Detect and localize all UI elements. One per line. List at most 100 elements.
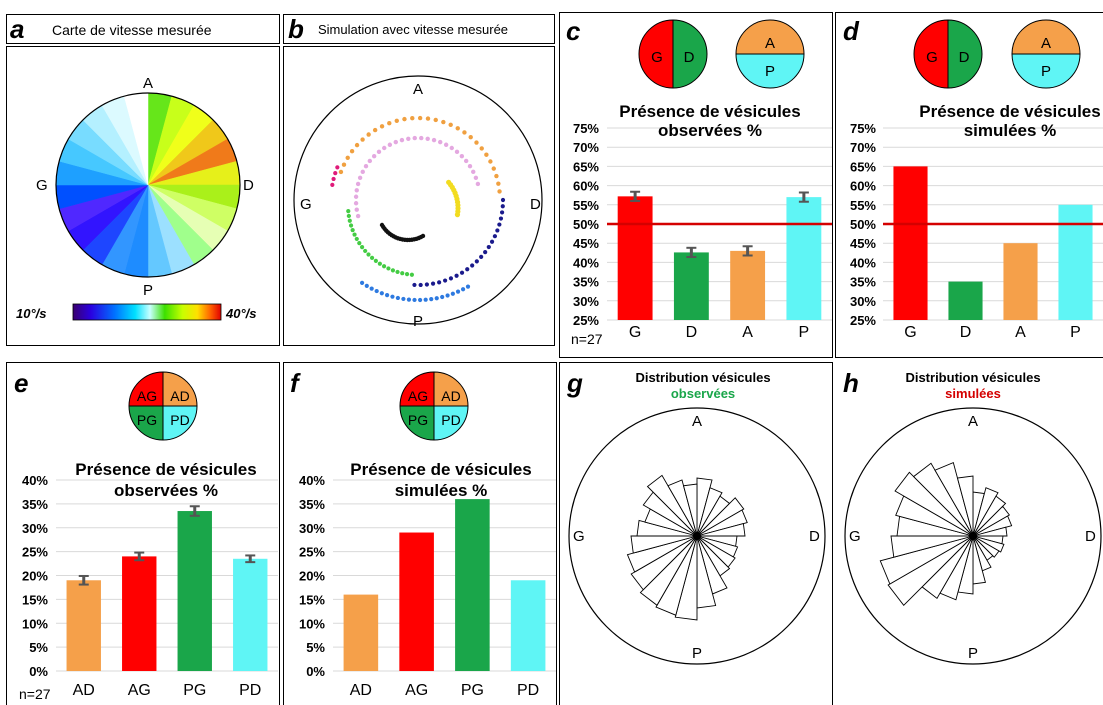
- trajectory-dot: [462, 130, 467, 135]
- trajectory-dot: [355, 181, 361, 187]
- chart-title-line-1: Présence de vésicules: [75, 460, 256, 479]
- svg-text:D: D: [959, 49, 970, 66]
- rose-dir-left: G: [573, 528, 585, 545]
- y-tick-label: 10%: [22, 616, 48, 631]
- rose-dir-bottom: P: [692, 645, 702, 662]
- trajectory-dot: [496, 181, 501, 186]
- trajectory-dot: [357, 241, 362, 246]
- chart-title-line-1: Présence de vésicules: [919, 102, 1100, 121]
- trajectory-dot: [366, 252, 371, 257]
- panel-a-title: Carte de vitesse mesurée: [52, 22, 212, 38]
- trajectory-dot: [360, 137, 365, 142]
- trajectory-dot: [382, 145, 387, 151]
- bar-chart-c: 25% 30% 35% 40% 45% 50% 55% 60% 65% 70% 75% Présenc…: [571, 102, 832, 347]
- y-tick-label: 75%: [850, 121, 876, 136]
- trajectory-dot: [494, 173, 499, 179]
- trajectory-dot: [491, 166, 496, 171]
- panel-a-dir-right: D: [243, 177, 254, 194]
- g-d-split-icon: G D: [638, 19, 708, 89]
- bar-p: [1058, 204, 1093, 320]
- trajectory-dot: [455, 126, 460, 131]
- rose-sector: [956, 475, 974, 537]
- trajectory-dot: [463, 158, 469, 164]
- trajectory-dot: [437, 280, 442, 285]
- y-tick-label: 15%: [22, 592, 48, 607]
- trajectory-dot: [441, 119, 446, 125]
- simulation-outline: [293, 75, 543, 325]
- bar-chart-f: 0% 5% 10% 15% 20% 25% 30% 35% 40% Présence de vés…: [299, 460, 556, 699]
- rose-center: [693, 532, 701, 540]
- y-tick-label: 30%: [573, 294, 599, 309]
- trajectory-dot: [372, 127, 378, 133]
- trajectory-dot: [479, 146, 484, 151]
- y-tick-label: 45%: [573, 236, 599, 251]
- trajectory-dot: [353, 201, 359, 206]
- chart-title-line-2: simulées %: [395, 481, 488, 500]
- rose-outline: [844, 407, 1102, 665]
- trajectory-dot: [377, 261, 382, 266]
- panel-b-title: Simulation avec vitesse mesurée: [318, 22, 509, 37]
- svg-text:PG: PG: [408, 412, 428, 428]
- trajectory-dot: [404, 272, 410, 277]
- panel-b: [283, 46, 555, 346]
- x-category-label: A: [1015, 324, 1026, 341]
- trajectory-dot: [354, 236, 359, 242]
- panel-b-dir-right: D: [530, 196, 541, 213]
- svg-text:P: P: [765, 63, 775, 80]
- trajectory-dot: [431, 137, 437, 143]
- rose-dir-left: G: [849, 528, 861, 545]
- colorbar-min-label: 10°/s: [16, 306, 47, 321]
- y-tick-label: 60%: [850, 179, 876, 194]
- bar-pg: [455, 499, 490, 671]
- y-tick-label: 25%: [22, 545, 48, 560]
- trajectory-dot: [381, 264, 387, 269]
- rose-title: Distribution vésicules: [905, 370, 1040, 385]
- trajectory-dot: [346, 209, 351, 214]
- panel-label-a: a: [10, 14, 25, 44]
- svg-text:G: G: [651, 49, 663, 66]
- trajectory-dot: [401, 296, 406, 302]
- y-tick-label: 40%: [299, 473, 325, 488]
- y-tick-label: 50%: [850, 217, 876, 232]
- trajectory-dot: [459, 153, 465, 159]
- velocity-map-disc: [55, 92, 241, 278]
- trajectory-dot: [402, 116, 407, 122]
- x-category-label: D: [686, 324, 698, 341]
- trajectory-dot: [479, 254, 484, 259]
- y-tick-label: 45%: [850, 236, 876, 251]
- y-tick-label: 65%: [850, 159, 876, 174]
- bar-a: [730, 250, 766, 320]
- panel-a-dir-top: A: [143, 75, 153, 92]
- x-category-label: AD: [350, 682, 372, 699]
- y-tick-label: 0%: [306, 664, 325, 679]
- y-tick-label: 70%: [850, 140, 876, 155]
- trajectory-dot: [429, 297, 434, 302]
- panel-label-g: g: [567, 368, 583, 398]
- trajectory-dot: [425, 136, 430, 141]
- trajectory-dot: [354, 188, 359, 193]
- trajectory-dot: [359, 245, 365, 250]
- chart-title-line-2: observées %: [114, 481, 218, 500]
- trajectory-dot: [433, 117, 438, 123]
- trajectory-dot: [417, 297, 423, 303]
- trajectory-dot: [438, 139, 443, 145]
- bar-pg: [177, 511, 212, 671]
- trajectory-dot: [379, 124, 385, 129]
- trajectory-dot: [423, 297, 428, 302]
- panel-a-dir-left: G: [36, 177, 48, 194]
- trajectory-dot: [412, 297, 417, 303]
- trajectory-dot: [448, 122, 453, 128]
- trajectory-dot: [417, 115, 423, 121]
- trajectory-dot: [409, 272, 414, 277]
- trajectory-dot: [425, 116, 431, 121]
- g-d-split-icon: G D: [913, 19, 983, 89]
- chart-title-line-2: simulées %: [964, 121, 1057, 140]
- svg-text:D: D: [684, 49, 695, 66]
- y-tick-label: 25%: [299, 545, 325, 560]
- y-tick-label: 30%: [299, 521, 325, 536]
- trajectory-dot: [354, 142, 360, 148]
